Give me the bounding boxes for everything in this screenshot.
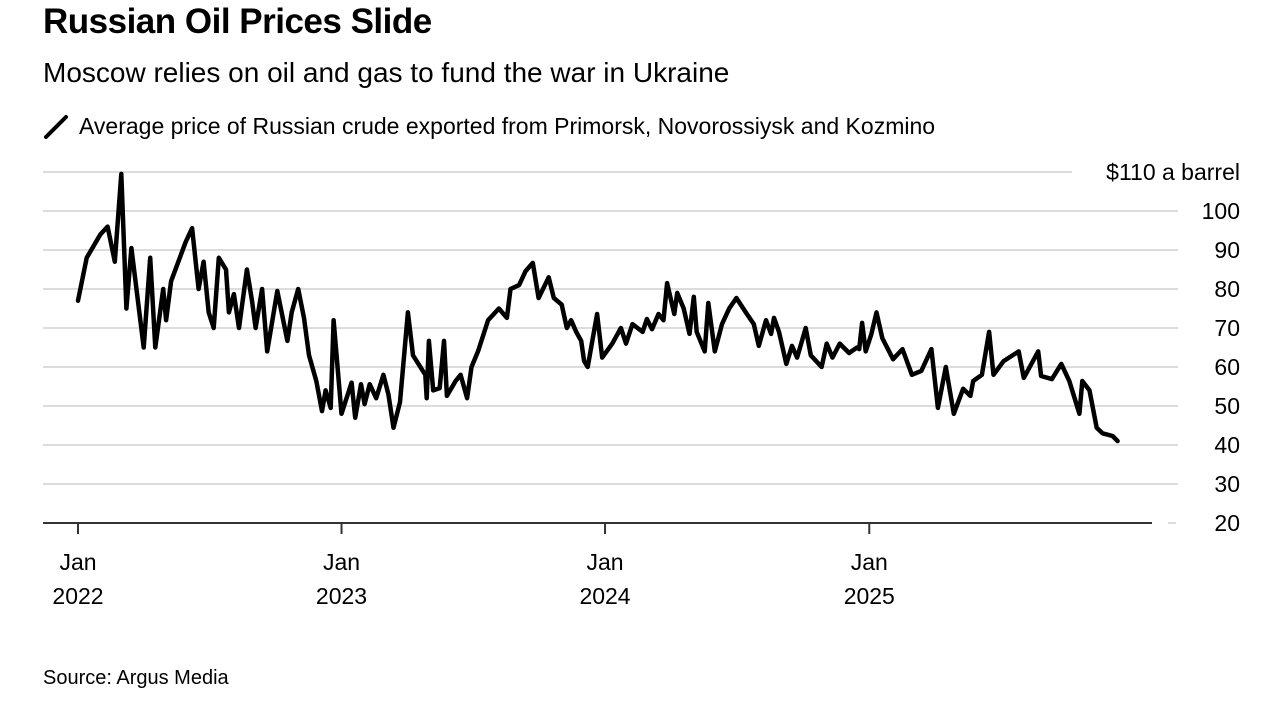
x-tick-month: Jan [323, 549, 360, 575]
y-tick-label: 80 [1214, 276, 1240, 302]
legend-label: Average price of Russian crude exported … [79, 113, 936, 139]
y-tick-label: 30 [1214, 471, 1240, 497]
x-tick-month: Jan [59, 549, 96, 575]
y-tick-label: $110 a barrel [1106, 159, 1240, 185]
y-tick-label: 40 [1214, 432, 1240, 458]
legend: Average price of Russian crude exported … [43, 113, 935, 140]
chart-subtitle: Moscow relies on oil and gas to fund the… [43, 57, 730, 88]
line-swatch-icon [44, 114, 68, 139]
y-tick-label: 50 [1214, 393, 1240, 419]
x-tick-year: 2025 [844, 583, 895, 609]
x-tick-month: Jan [851, 549, 888, 575]
x-tick-month: Jan [586, 549, 623, 575]
y-tick-label: 60 [1214, 354, 1240, 380]
x-tick-year: 2023 [316, 583, 367, 609]
chart-title: Russian Oil Prices Slide [43, 2, 432, 41]
price-line [75, 171, 1120, 444]
x-tick-year: 2022 [52, 583, 103, 609]
y-tick-label: 100 [1202, 198, 1240, 224]
y-tick-label: 70 [1214, 315, 1240, 341]
source-note: Source: Argus Media [43, 667, 229, 689]
x-tick-year: 2024 [579, 583, 630, 609]
y-tick-label: 20 [1214, 510, 1240, 536]
y-tick-label: 90 [1214, 237, 1240, 263]
